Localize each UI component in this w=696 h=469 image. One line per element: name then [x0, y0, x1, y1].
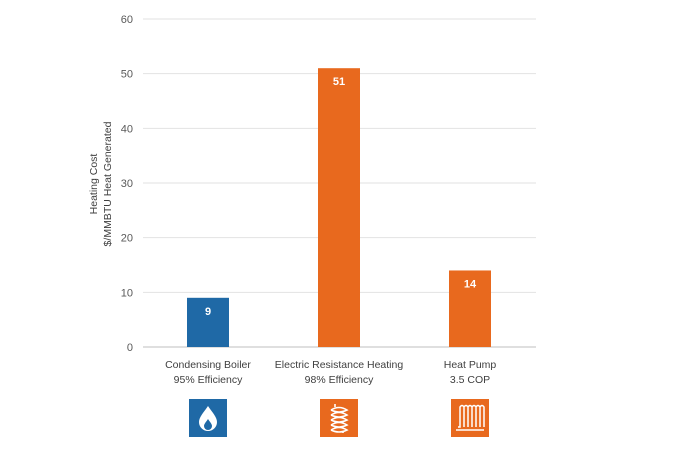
y-axis-title-line2: $/MMBTU Heat Generated: [102, 121, 114, 246]
category-label-line1: Electric Resistance Heating: [275, 359, 404, 371]
y-tick-label: 40: [121, 123, 133, 135]
flame-icon: [189, 399, 227, 437]
y-axis-ticks: 0 10 20 30 40 50 60: [121, 14, 133, 354]
y-tick-label: 60: [121, 14, 133, 26]
y-axis-title-group: Heating Cost $/MMBTU Heat Generated: [88, 121, 114, 246]
x-axis-categories: Condensing Boiler 95% Efficiency Electric …: [165, 359, 496, 386]
data-label: 9: [205, 306, 211, 318]
y-tick-label: 10: [121, 287, 133, 299]
y-tick-label: 30: [121, 178, 133, 190]
y-axis-title: Heating Cost $/MMBTU Heat Generated: [88, 121, 114, 246]
y-tick-label: 0: [127, 342, 133, 354]
y-axis-title-line1: Heating Cost: [88, 154, 100, 215]
data-label: 51: [333, 76, 345, 88]
data-label: 14: [464, 278, 477, 290]
bar: [449, 270, 491, 347]
y-tick-label: 20: [121, 233, 133, 245]
category-label-line2: 3.5 COP: [450, 374, 490, 386]
category-icons: [189, 399, 489, 437]
y-tick-label: 50: [121, 69, 133, 81]
coil-icon: [320, 399, 358, 437]
category-label-line2: 98% Efficiency: [305, 374, 374, 386]
bars: [187, 68, 491, 347]
category-label-line2: 95% Efficiency: [174, 374, 243, 386]
category-label-line1: Condensing Boiler: [165, 359, 251, 371]
radiant-floor-icon: [451, 399, 489, 437]
bar: [318, 68, 360, 347]
data-labels: 9 51 14: [205, 76, 477, 318]
bar: [187, 297, 229, 347]
category-label-line1: Heat Pump: [444, 359, 497, 371]
